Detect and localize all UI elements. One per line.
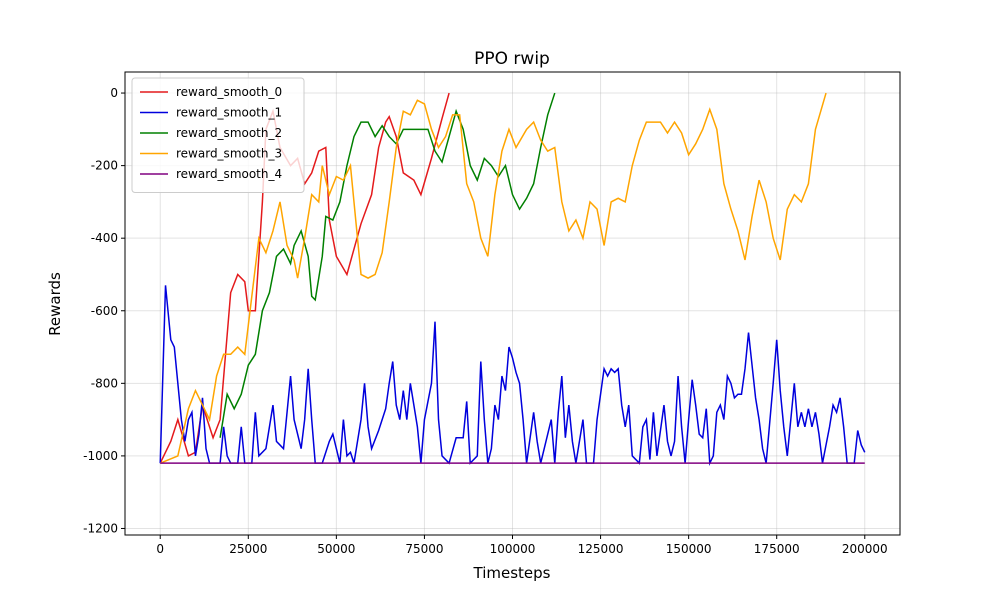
y-tick-label: -200 <box>91 159 118 173</box>
x-tick-label: 125000 <box>578 542 624 556</box>
y-tick-label: -400 <box>91 231 118 245</box>
y-tick-label: 0 <box>110 86 118 100</box>
x-tick-label: 75000 <box>405 542 443 556</box>
legend: reward_smooth_0 reward_smooth_1 reward_smo… <box>131 77 305 193</box>
legend-label: reward_smooth_3 <box>176 147 282 161</box>
legend-label: reward_smooth_2 <box>176 126 282 140</box>
plot-frame <box>124 71 901 536</box>
y-tick-label: -800 <box>91 376 118 390</box>
series-line <box>159 92 827 464</box>
x-tick-label: 50000 <box>317 542 355 556</box>
chart-title: PPO rwip <box>474 49 550 69</box>
x-tick-label: 175000 <box>754 542 800 556</box>
x-tick-label: 200000 <box>842 542 888 556</box>
y-tick-label: -1200 <box>83 521 118 535</box>
y-axis-label: Rewards <box>46 272 64 336</box>
legend-label: reward_smooth_1 <box>176 106 282 120</box>
x-axis-label: Timesteps <box>473 564 551 582</box>
series-line <box>159 92 450 464</box>
x-tick-label: 150000 <box>666 542 712 556</box>
series-line <box>159 285 866 467</box>
legend-label: reward_smooth_4 <box>176 167 282 181</box>
legend-box <box>131 77 305 193</box>
legend-label: reward_smooth_0 <box>176 85 282 99</box>
y-tick-label: -600 <box>91 304 118 318</box>
x-tick-label: 100000 <box>490 542 536 556</box>
y-tick-label: -1000 <box>83 449 118 463</box>
x-tick-label: 0 <box>156 542 164 556</box>
x-tick-label: 25000 <box>229 542 267 556</box>
